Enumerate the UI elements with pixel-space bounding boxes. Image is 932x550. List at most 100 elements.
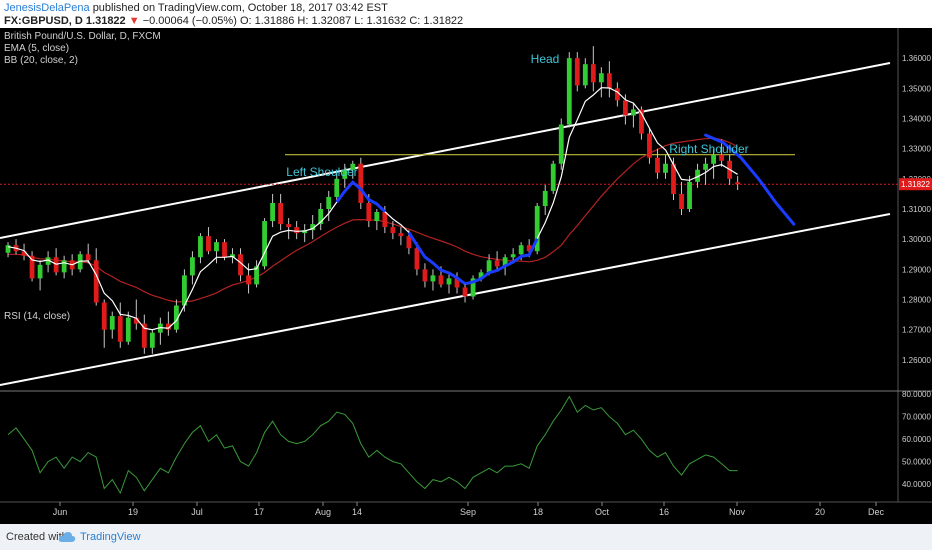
rsi-tick-label: 50.0000 [902, 458, 931, 467]
candle-body [679, 193, 684, 209]
candle-body [29, 255, 35, 279]
bb-legend[interactable]: BB (20, close, 2) [4, 55, 78, 66]
candle-body [342, 169, 348, 179]
candle-body [639, 109, 644, 134]
chart-canvas[interactable]: 1.26000 1.27000 1.28000 1.29000 1.30000 1.310… [0, 28, 932, 524]
candle-body [278, 202, 284, 225]
candle-body [125, 317, 131, 342]
candle-body [574, 58, 580, 86]
bb-basis-line [8, 137, 738, 303]
candle-body [494, 260, 500, 267]
highlight-left-shoulder [335, 180, 386, 213]
annotation-right-shoulder: Right Shoulder [669, 142, 748, 156]
candle-body [318, 209, 324, 225]
time-tick-label: Sep [460, 507, 476, 517]
candle-body [542, 190, 548, 206]
price-tick-label: 1.33000 [902, 145, 931, 154]
down-arrow-icon: ▼ [128, 15, 140, 27]
candle-body [5, 245, 11, 253]
candle-body [526, 245, 532, 252]
time-tick-label: Jul [191, 507, 203, 517]
candle-body [647, 133, 652, 158]
candle-body [302, 230, 308, 234]
candle-body [165, 323, 171, 330]
price-tick-label: 1.36000 [902, 54, 931, 63]
candle-body [141, 323, 147, 348]
last-price-tag [899, 178, 932, 191]
candle-body [719, 154, 725, 161]
ohlc-values: O: 1.31886 H: 1.32087 L: 1.31632 C: 1.31… [239, 15, 464, 27]
chart-area[interactable]: 1.26000 1.27000 1.28000 1.29000 1.30000 1.310… [0, 28, 932, 524]
candle-body [398, 233, 404, 237]
time-tick-label: 19 [128, 507, 138, 517]
candle-body [230, 254, 235, 258]
candle-body [390, 227, 396, 234]
highlight-decline-1 [407, 231, 466, 285]
candle-body [294, 227, 300, 234]
last-price: 1.31822 [85, 15, 126, 27]
candle-body [622, 100, 628, 116]
rsi-line [7, 395, 738, 495]
symbol-label: FX:GBPUSD, D [4, 15, 83, 27]
candle-body [286, 224, 292, 228]
channel-upper-line [0, 62, 891, 239]
candle-body [45, 257, 51, 265]
candle-body [149, 332, 155, 348]
candle-body [414, 248, 420, 270]
time-tick-label: 14 [352, 507, 362, 517]
time-tick-label: 16 [659, 507, 669, 517]
time-tick-label: 20 [815, 507, 825, 517]
candle-body [598, 73, 604, 83]
time-tick-label: Jun [53, 507, 68, 517]
annotation-left-shoulder: Left Shoulder [286, 165, 357, 179]
tradingview-cloud-icon [58, 532, 76, 542]
candle-body [582, 64, 588, 86]
candle-body [703, 163, 708, 170]
candle-body [117, 316, 123, 342]
symbol-line: FX:GBPUSD, D 1.31822 ▼ −0.00064 (−0.05%)… [4, 14, 463, 28]
candle-body [510, 254, 516, 258]
candle-body [61, 260, 67, 273]
candle-body [358, 163, 364, 203]
rsi-tick-label: 80.0000 [902, 390, 931, 399]
candle-body [350, 163, 356, 170]
candle-body [101, 302, 107, 330]
time-tick-label: 18 [533, 507, 543, 517]
rsi-tick-label: 60.0000 [902, 435, 931, 444]
time-tick-label: Oct [595, 507, 610, 517]
channel-lower-line [0, 213, 891, 386]
candle-body [470, 278, 476, 297]
ema-legend[interactable]: EMA (5, close) [4, 43, 70, 54]
candle-body [93, 260, 99, 303]
price-tick-label: 1.35000 [902, 84, 931, 93]
candle-body [238, 254, 243, 276]
time-tick-label: Aug [315, 507, 331, 517]
candle-body [558, 124, 564, 164]
footer-bar: Created with TradingView [0, 524, 932, 550]
candle-body [430, 275, 436, 282]
candle-body [462, 287, 468, 297]
candle-body [326, 196, 332, 209]
time-tick-label: Nov [729, 507, 746, 517]
candle-body [270, 202, 276, 222]
rsi-legend[interactable]: RSI (14, close) [4, 311, 71, 322]
candle-body [663, 163, 668, 173]
candle-body [37, 264, 43, 279]
candle-body [446, 278, 452, 285]
candle-body [382, 212, 388, 228]
candle-body [438, 275, 444, 285]
candle-body [334, 178, 340, 197]
candle-body [206, 236, 211, 252]
tradingview-brand[interactable]: TradingView [80, 531, 141, 543]
candle-body [566, 58, 572, 125]
candle-body [422, 269, 428, 282]
candle-body [182, 275, 187, 306]
published-text: published on TradingView.com, October 18… [92, 2, 388, 14]
author-link[interactable]: JenesisDelaPena [4, 2, 90, 14]
candle-body [53, 257, 59, 273]
candle-body [133, 317, 139, 324]
candle-body [366, 202, 372, 222]
candle-body [222, 242, 227, 258]
candle-body [687, 181, 692, 209]
candle-body [502, 257, 508, 267]
